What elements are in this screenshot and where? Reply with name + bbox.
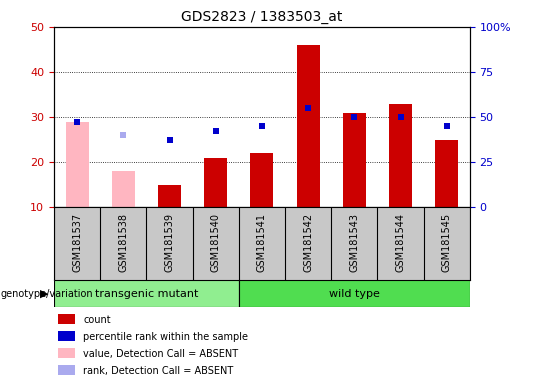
Bar [204,158,227,207]
Bar [58,365,75,375]
Text: genotype/variation: genotype/variation [1,289,93,299]
Bar [343,113,366,207]
Bar [239,280,470,307]
Bar [58,348,75,358]
Text: GSM181544: GSM181544 [395,213,406,272]
Bar [251,153,273,207]
Bar [54,280,239,307]
Text: value, Detection Call = ABSENT: value, Detection Call = ABSENT [83,349,238,359]
Bar [435,140,458,207]
Text: GSM181541: GSM181541 [257,213,267,272]
Text: transgenic mutant: transgenic mutant [94,289,198,299]
Bar [389,104,412,207]
Text: ▶: ▶ [40,289,49,299]
Text: GSM181538: GSM181538 [118,213,129,272]
Text: wild type: wild type [329,289,380,299]
Bar [158,185,181,207]
Text: GSM181543: GSM181543 [349,213,359,272]
Text: rank, Detection Call = ABSENT: rank, Detection Call = ABSENT [83,366,233,376]
Text: GSM181540: GSM181540 [211,213,221,272]
Bar [58,314,75,324]
Text: percentile rank within the sample: percentile rank within the sample [83,332,248,342]
Bar [296,45,320,207]
Text: count: count [83,315,111,325]
Text: GSM181537: GSM181537 [72,213,82,272]
Bar [65,122,89,207]
Text: GSM181539: GSM181539 [165,213,174,272]
Bar [58,331,75,341]
Text: GSM181542: GSM181542 [303,213,313,272]
Title: GDS2823 / 1383503_at: GDS2823 / 1383503_at [181,10,342,25]
Text: GSM181545: GSM181545 [442,213,451,272]
Bar [112,171,135,207]
